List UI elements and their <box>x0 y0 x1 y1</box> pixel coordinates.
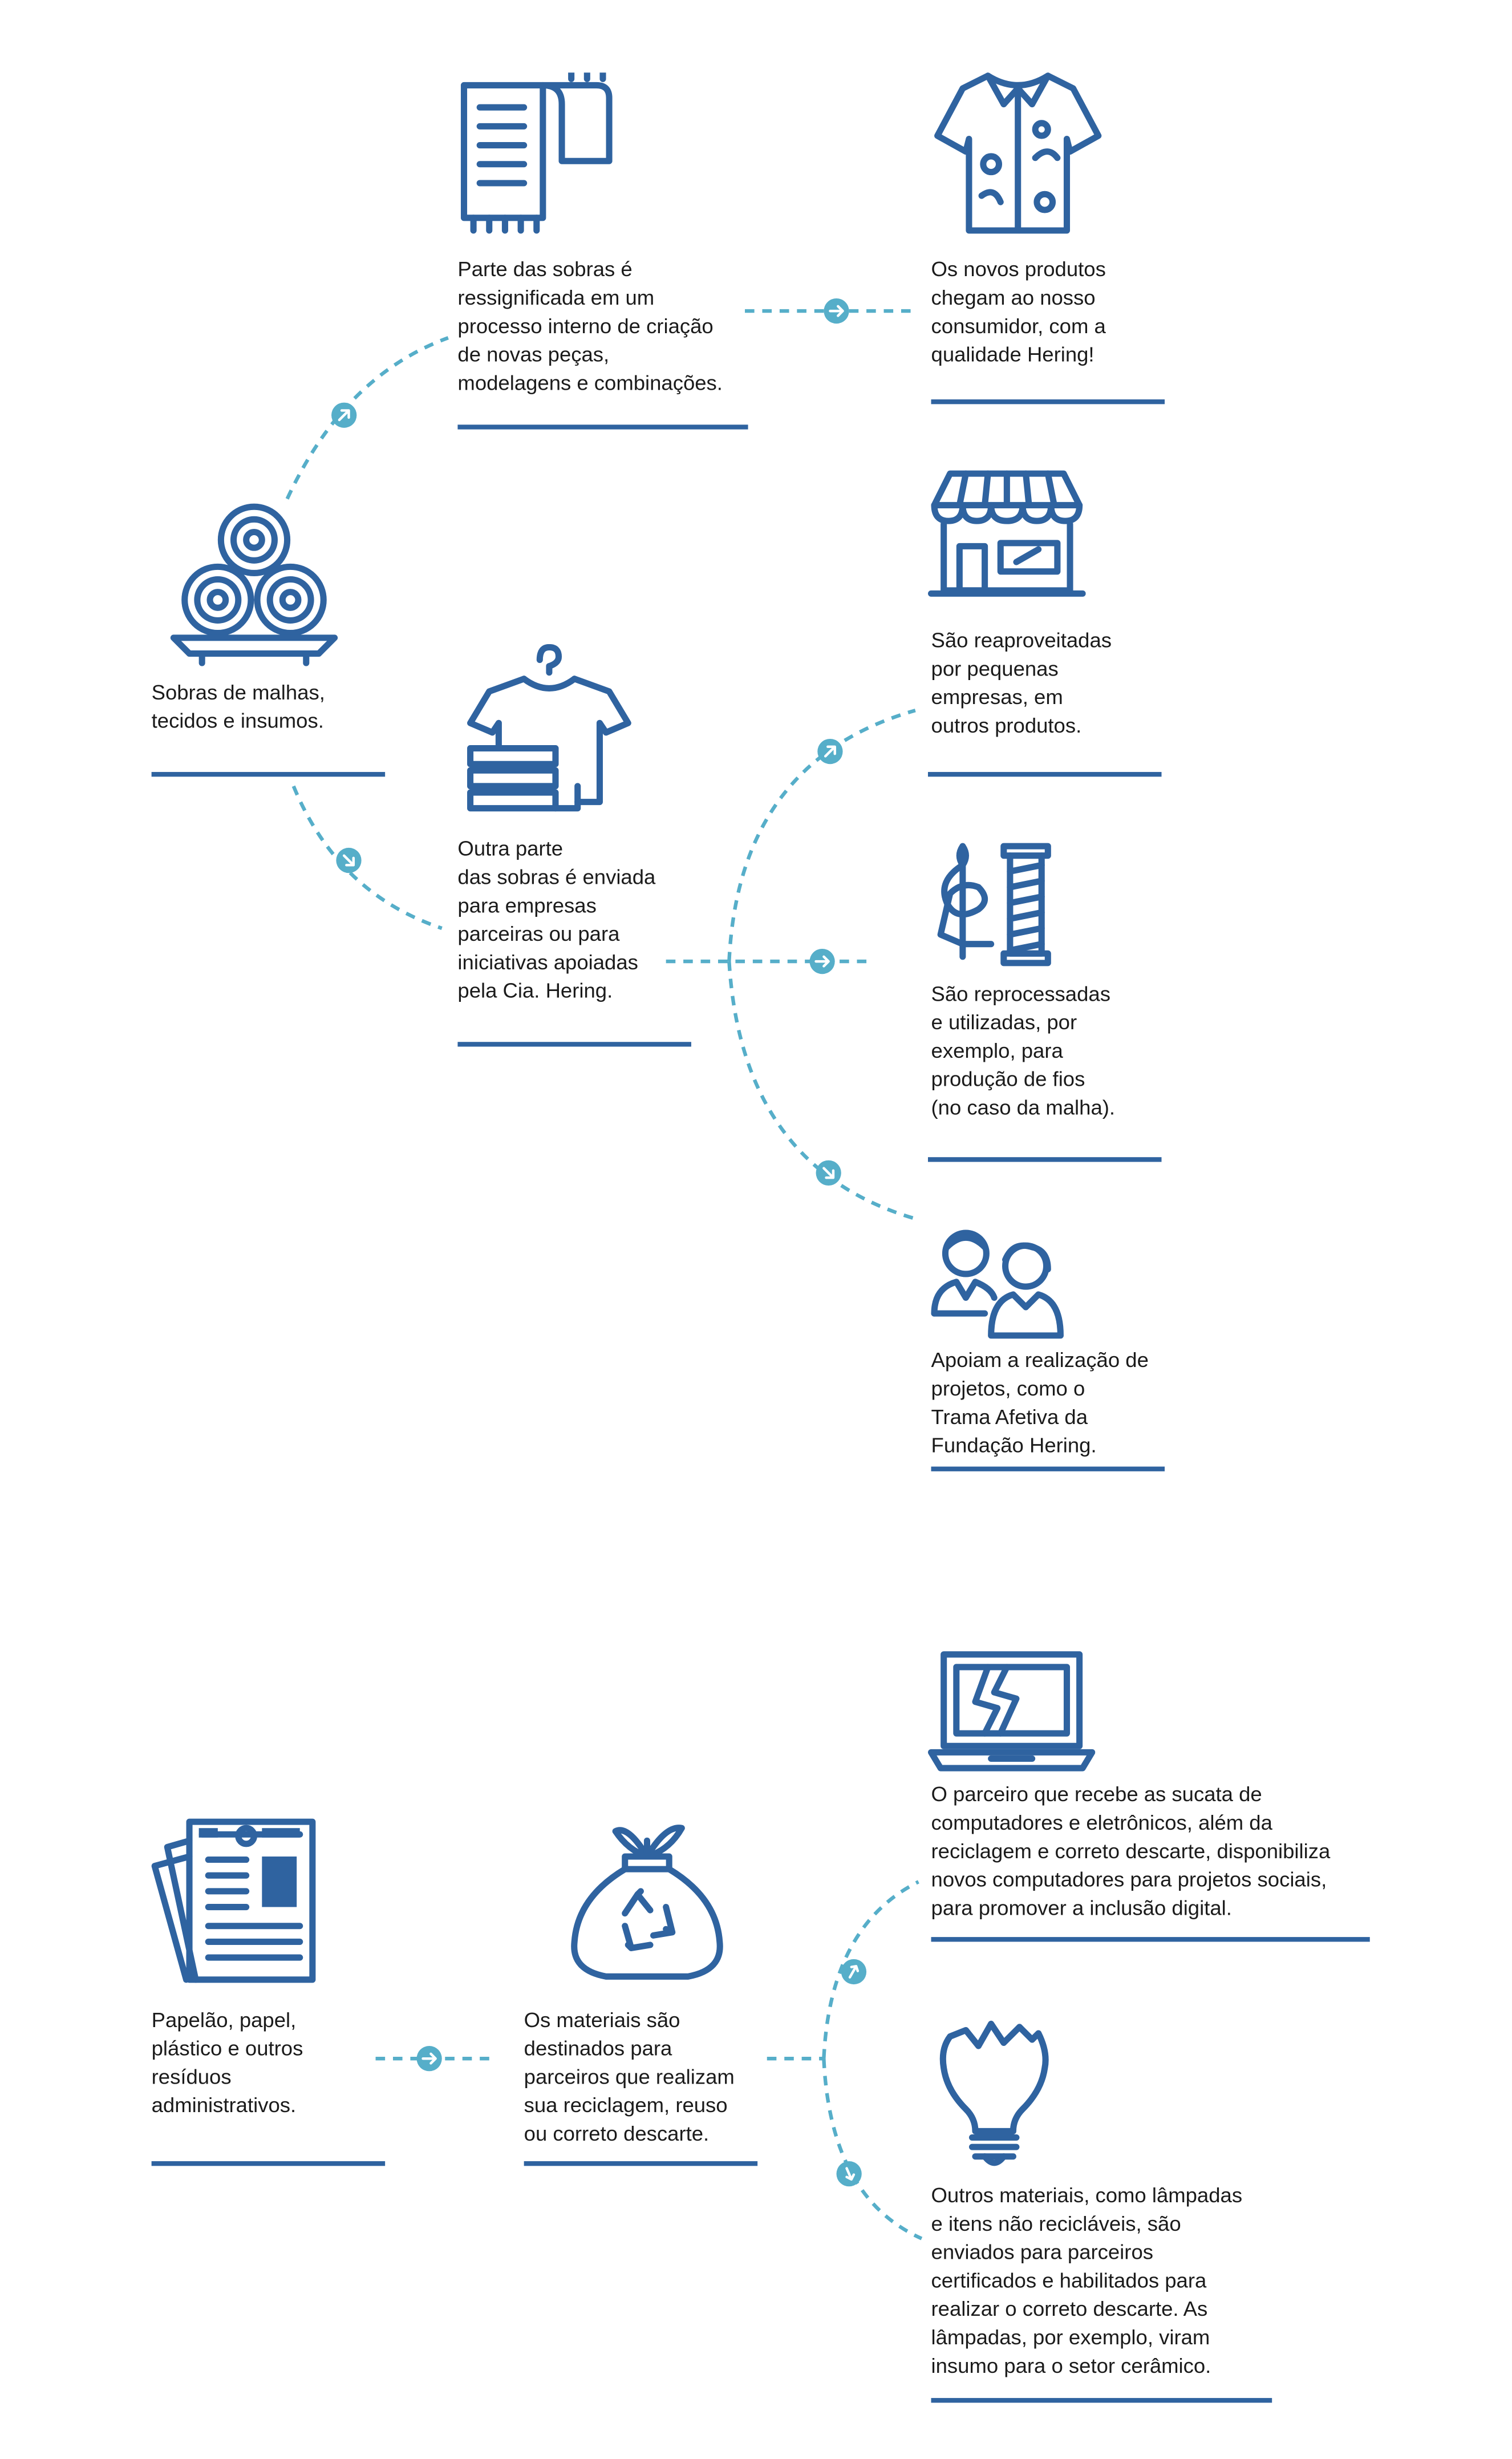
tshirt-hanger-icon <box>467 644 631 812</box>
text-novos-produtos: Os novos produtos chegam ao nosso consum… <box>931 257 1106 366</box>
scarf-icon <box>460 72 613 234</box>
broken-laptop-icon <box>927 1651 1096 1772</box>
needle-thread-icon <box>937 843 1051 966</box>
underline <box>931 1466 1165 1471</box>
arrow-dot-icon <box>824 298 849 324</box>
underline <box>524 2161 758 2166</box>
fabric-rolls-icon <box>170 503 338 666</box>
text-outra-parte: Outra parte das sobras é enviada para em… <box>457 836 656 1003</box>
arrow-dot-icon <box>836 2161 862 2187</box>
arrow-dot-icon <box>809 948 835 974</box>
text-materiais: Os materiais são destinados para parceir… <box>524 2008 735 2146</box>
text-papelao: Papelão, papel, plástico e outros resídu… <box>151 2008 303 2117</box>
arrow-dot-icon <box>336 847 362 873</box>
underline <box>151 2161 386 2166</box>
arrow-dot-icon <box>841 1959 867 1985</box>
underline <box>931 1937 1370 1942</box>
recycle-bag-icon <box>571 1825 723 1980</box>
arrow-dot-icon <box>817 738 843 765</box>
store-icon <box>927 470 1086 597</box>
underline <box>927 772 1162 777</box>
arrow-dot-icon <box>416 2046 442 2072</box>
underline <box>931 2398 1272 2403</box>
connector-branch-to-parceiro <box>822 1880 919 2059</box>
underline <box>927 1157 1162 1162</box>
text-reaproveitadas: São reaproveitadas por pequenas empresas… <box>931 628 1112 738</box>
arrow-dot-icon <box>331 402 357 428</box>
text-apoiam: Apoiam a realização de projetos, como o … <box>931 1348 1149 1457</box>
shirt-icon <box>934 72 1102 234</box>
underline <box>931 399 1165 405</box>
text-sobras: Sobras de malhas, tecidos e insumos. <box>151 680 325 733</box>
connector-branch-to-lampadas <box>822 2058 923 2240</box>
connector-sobras-to-outra-parte <box>291 785 443 931</box>
connector-arc-to-reaproveitadas <box>727 709 916 962</box>
underline <box>151 772 386 777</box>
text-lampadas: Outros materiais, como lâmpadas e itens … <box>931 2183 1243 2378</box>
arrow-dot-icon <box>816 1160 841 1186</box>
documents-icon <box>151 1818 316 1983</box>
people-icon <box>931 1230 1064 1339</box>
connector-arc-to-apoiam <box>727 961 916 1221</box>
broken-bulb-icon <box>939 2020 1049 2166</box>
text-parceiro: O parceiro que recebe as sucata de compu… <box>931 1782 1331 1920</box>
connector-sobras-to-ressignificada <box>285 336 449 500</box>
text-ressignificada: Parte das sobras é ressignificada em um … <box>457 257 723 395</box>
text-reprocessadas: São reprocessadas e utilizadas, por exem… <box>931 982 1116 1119</box>
underline <box>457 1042 691 1047</box>
underline <box>457 424 748 430</box>
